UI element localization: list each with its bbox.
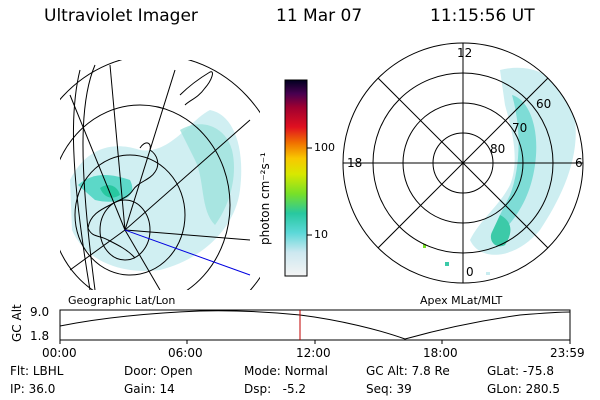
time-tick: 23:59 bbox=[550, 346, 585, 360]
geographic-map-label: Geographic Lat/Lon bbox=[68, 294, 176, 307]
time-tick: 00:00 bbox=[42, 346, 77, 360]
colorbar-tick: 10 bbox=[314, 228, 328, 241]
footer-flt: Flt: LBHL bbox=[10, 364, 64, 378]
polar-plot bbox=[342, 42, 584, 284]
app-title: Ultraviolet Imager bbox=[44, 6, 198, 26]
footer-mode: Mode: Normal bbox=[244, 364, 328, 378]
colorbar-tick: 100 bbox=[314, 141, 335, 154]
footer-glon: GLon: 280.5 bbox=[487, 382, 560, 396]
colorbar bbox=[284, 79, 312, 277]
footer-gain: Gain: 14 bbox=[124, 382, 175, 396]
mlt-label-12: 12 bbox=[457, 46, 473, 60]
footer-door: Door: Open bbox=[124, 364, 193, 378]
mlt-label-0: 0 bbox=[466, 265, 474, 279]
time-tick: 12:00 bbox=[296, 346, 331, 360]
time-tick: 18:00 bbox=[423, 346, 458, 360]
mlat-ring-label: 60 bbox=[536, 97, 552, 111]
colorbar-unit-label: photon cm⁻²s⁻¹ bbox=[258, 152, 272, 245]
time-label: 11:15:56 UT bbox=[430, 6, 535, 26]
altitude-ytick: 9.0 bbox=[30, 305, 50, 319]
altitude-ylabel: GC Alt bbox=[10, 304, 24, 342]
nadir-track-line bbox=[124, 229, 251, 276]
altitude-curve bbox=[59, 310, 571, 340]
footer-ip: IP: 36.0 bbox=[10, 382, 56, 396]
mlt-label-18: 18 bbox=[347, 156, 363, 170]
footer-gc-alt: GC Alt: 7.8 Re bbox=[366, 364, 450, 378]
mlat-ring-label: 80 bbox=[490, 142, 506, 156]
altitude-plot bbox=[59, 309, 571, 344]
footer-glat: GLat: -75.8 bbox=[487, 364, 554, 378]
date-label: 11 Mar 07 bbox=[276, 6, 363, 26]
footer-seq: Seq: 39 bbox=[366, 382, 412, 396]
aurora-oval-band bbox=[493, 95, 537, 240]
mlt-label-6: 6 bbox=[575, 156, 583, 170]
apex-map-label: Apex MLat/MLT bbox=[420, 294, 503, 307]
geographic-map bbox=[60, 60, 260, 290]
time-tick: 06:00 bbox=[168, 346, 203, 360]
mlat-ring-label: 70 bbox=[512, 121, 528, 135]
altitude-ytick: 1.8 bbox=[30, 329, 50, 343]
footer-dsp: Dsp: -5.2 bbox=[244, 382, 307, 396]
